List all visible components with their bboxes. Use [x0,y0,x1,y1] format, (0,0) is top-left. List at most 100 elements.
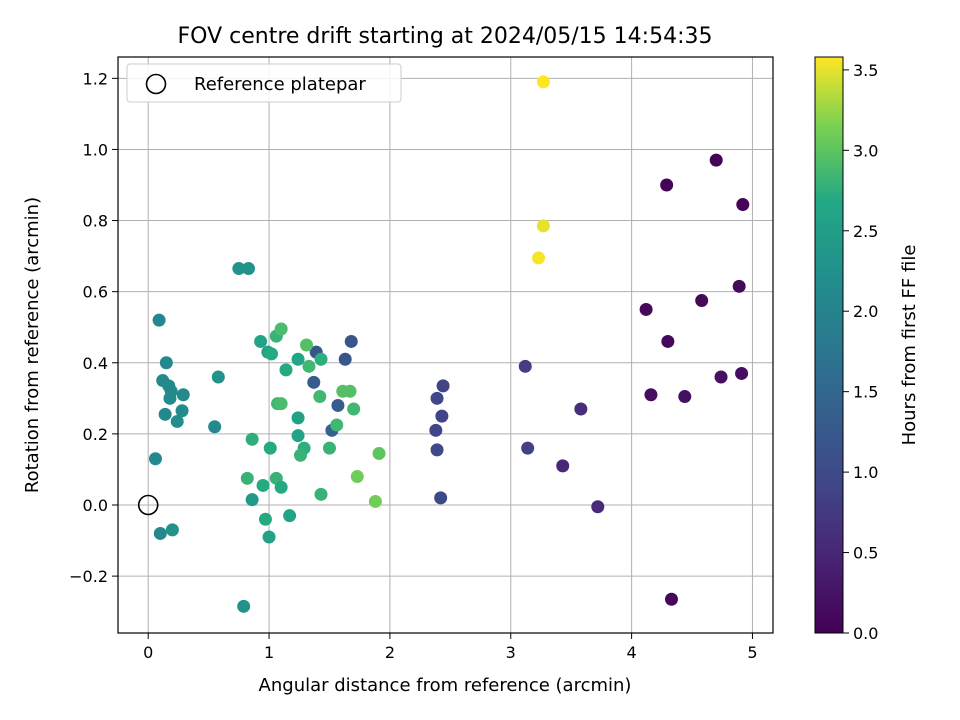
data-point-79 [314,487,328,501]
data-point-40 [176,388,190,402]
data-point-4 [695,294,709,308]
data-point-23 [344,334,358,348]
colorbar-label: Hours from first FF file [899,245,920,446]
data-point-32 [152,313,166,327]
data-point-73 [263,441,277,455]
x-axis-ticks: 0 1 2 3 4 5 [143,633,758,662]
data-point-34 [242,262,256,276]
x-tick-label-1: 1 [264,643,274,662]
data-point-10 [678,390,692,404]
colorbar-tick-label-6: 3.0 [853,141,878,160]
legend-box [126,63,402,103]
x-axis-label: Angular distance from reference (arcmin) [259,675,632,696]
data-point-27 [331,398,345,412]
data-point-76 [256,478,270,492]
data-point-48 [165,523,179,537]
data-point-43 [170,414,184,428]
data-point-6 [661,334,675,348]
data-point-39 [163,391,177,405]
y-tick-label-7: 1.2 [83,69,108,88]
legend-reference-marker [145,73,167,95]
data-point-45 [208,420,222,434]
chart-title: FOV centre drift starting at 2024/05/15 … [178,24,713,49]
data-point-57 [300,338,314,352]
y-tick-label-2: 0.2 [83,425,108,444]
data-point-33 [232,262,246,276]
data-point-41 [158,407,172,421]
colorbar-tick-label-0: 0.0 [853,624,878,643]
data-point-72 [245,432,259,446]
y-axis-ticks: −0.2 0.0 0.2 0.4 0.6 0.8 1.0 1.2 [69,69,118,586]
data-point-44 [211,370,225,384]
grid-lines [118,57,773,633]
data-point-24 [338,352,352,366]
reference-platepar-marker [137,494,159,516]
data-point-55 [291,352,305,366]
data-point-5 [639,302,653,316]
data-point-68 [291,429,305,443]
data-point-67 [330,418,344,432]
y-tick-label-1: 0.0 [83,496,108,515]
y-axis-label: Rotation from reference (arcmin) [22,197,43,493]
data-point-17 [436,379,450,393]
data-point-14 [591,500,605,514]
data-point-20 [429,423,443,437]
data-point-62 [291,411,305,425]
data-point-46 [148,452,162,466]
y-tick-label-3: 0.4 [83,354,108,373]
plot-area-frame [117,56,774,634]
data-points [148,75,750,613]
data-point-47 [153,526,167,540]
data-point-21 [430,443,444,457]
data-point-65 [343,384,357,398]
y-tick-label-5: 0.8 [83,212,108,231]
data-point-15 [518,359,532,373]
legend: Reference platepar [126,63,402,103]
data-point-82 [368,494,382,508]
data-point-2 [736,198,750,212]
data-point-49 [237,599,251,613]
data-point-70 [293,448,307,462]
colorbar-ticks: 0.0 0.5 1.0 1.5 2.0 2.5 3.0 3.5 [843,61,878,643]
data-point-1 [709,153,723,167]
data-point-18 [430,391,444,405]
data-point-35 [159,356,173,370]
data-point-11 [664,592,678,606]
data-point-58 [302,359,316,373]
data-point-26 [307,375,321,389]
colorbar-tick-label-2: 1.0 [853,463,878,482]
data-point-83 [258,512,272,526]
x-tick-label-3: 3 [506,643,516,662]
data-point-56 [279,363,293,377]
data-point-81 [372,446,386,460]
data-point-42 [175,404,189,418]
data-point-9 [644,388,658,402]
data-point-13 [556,459,570,473]
data-point-7 [735,366,749,380]
data-point-30 [536,219,550,233]
data-point-77 [274,480,288,494]
x-tick-label-4: 4 [627,643,637,662]
x-tick-label-2: 2 [385,643,395,662]
x-tick-label-5: 5 [747,643,757,662]
data-point-8 [714,370,728,384]
y-tick-label-0: −0.2 [69,567,108,586]
data-point-29 [536,75,550,89]
data-point-3 [732,279,746,293]
colorbar-tick-label-5: 2.5 [853,222,878,241]
colorbar-tick-label-7: 3.5 [853,61,878,80]
data-point-85 [262,530,276,544]
data-point-31 [532,251,546,265]
data-point-74 [240,471,254,485]
data-point-80 [350,470,364,484]
colorbar-tick-label-4: 2.0 [853,302,878,321]
colorbar [814,56,844,634]
data-point-54 [274,322,288,336]
data-point-22 [434,491,448,505]
data-point-59 [314,352,328,366]
data-point-19 [435,409,449,423]
data-point-66 [347,402,361,416]
data-point-78 [245,493,259,507]
